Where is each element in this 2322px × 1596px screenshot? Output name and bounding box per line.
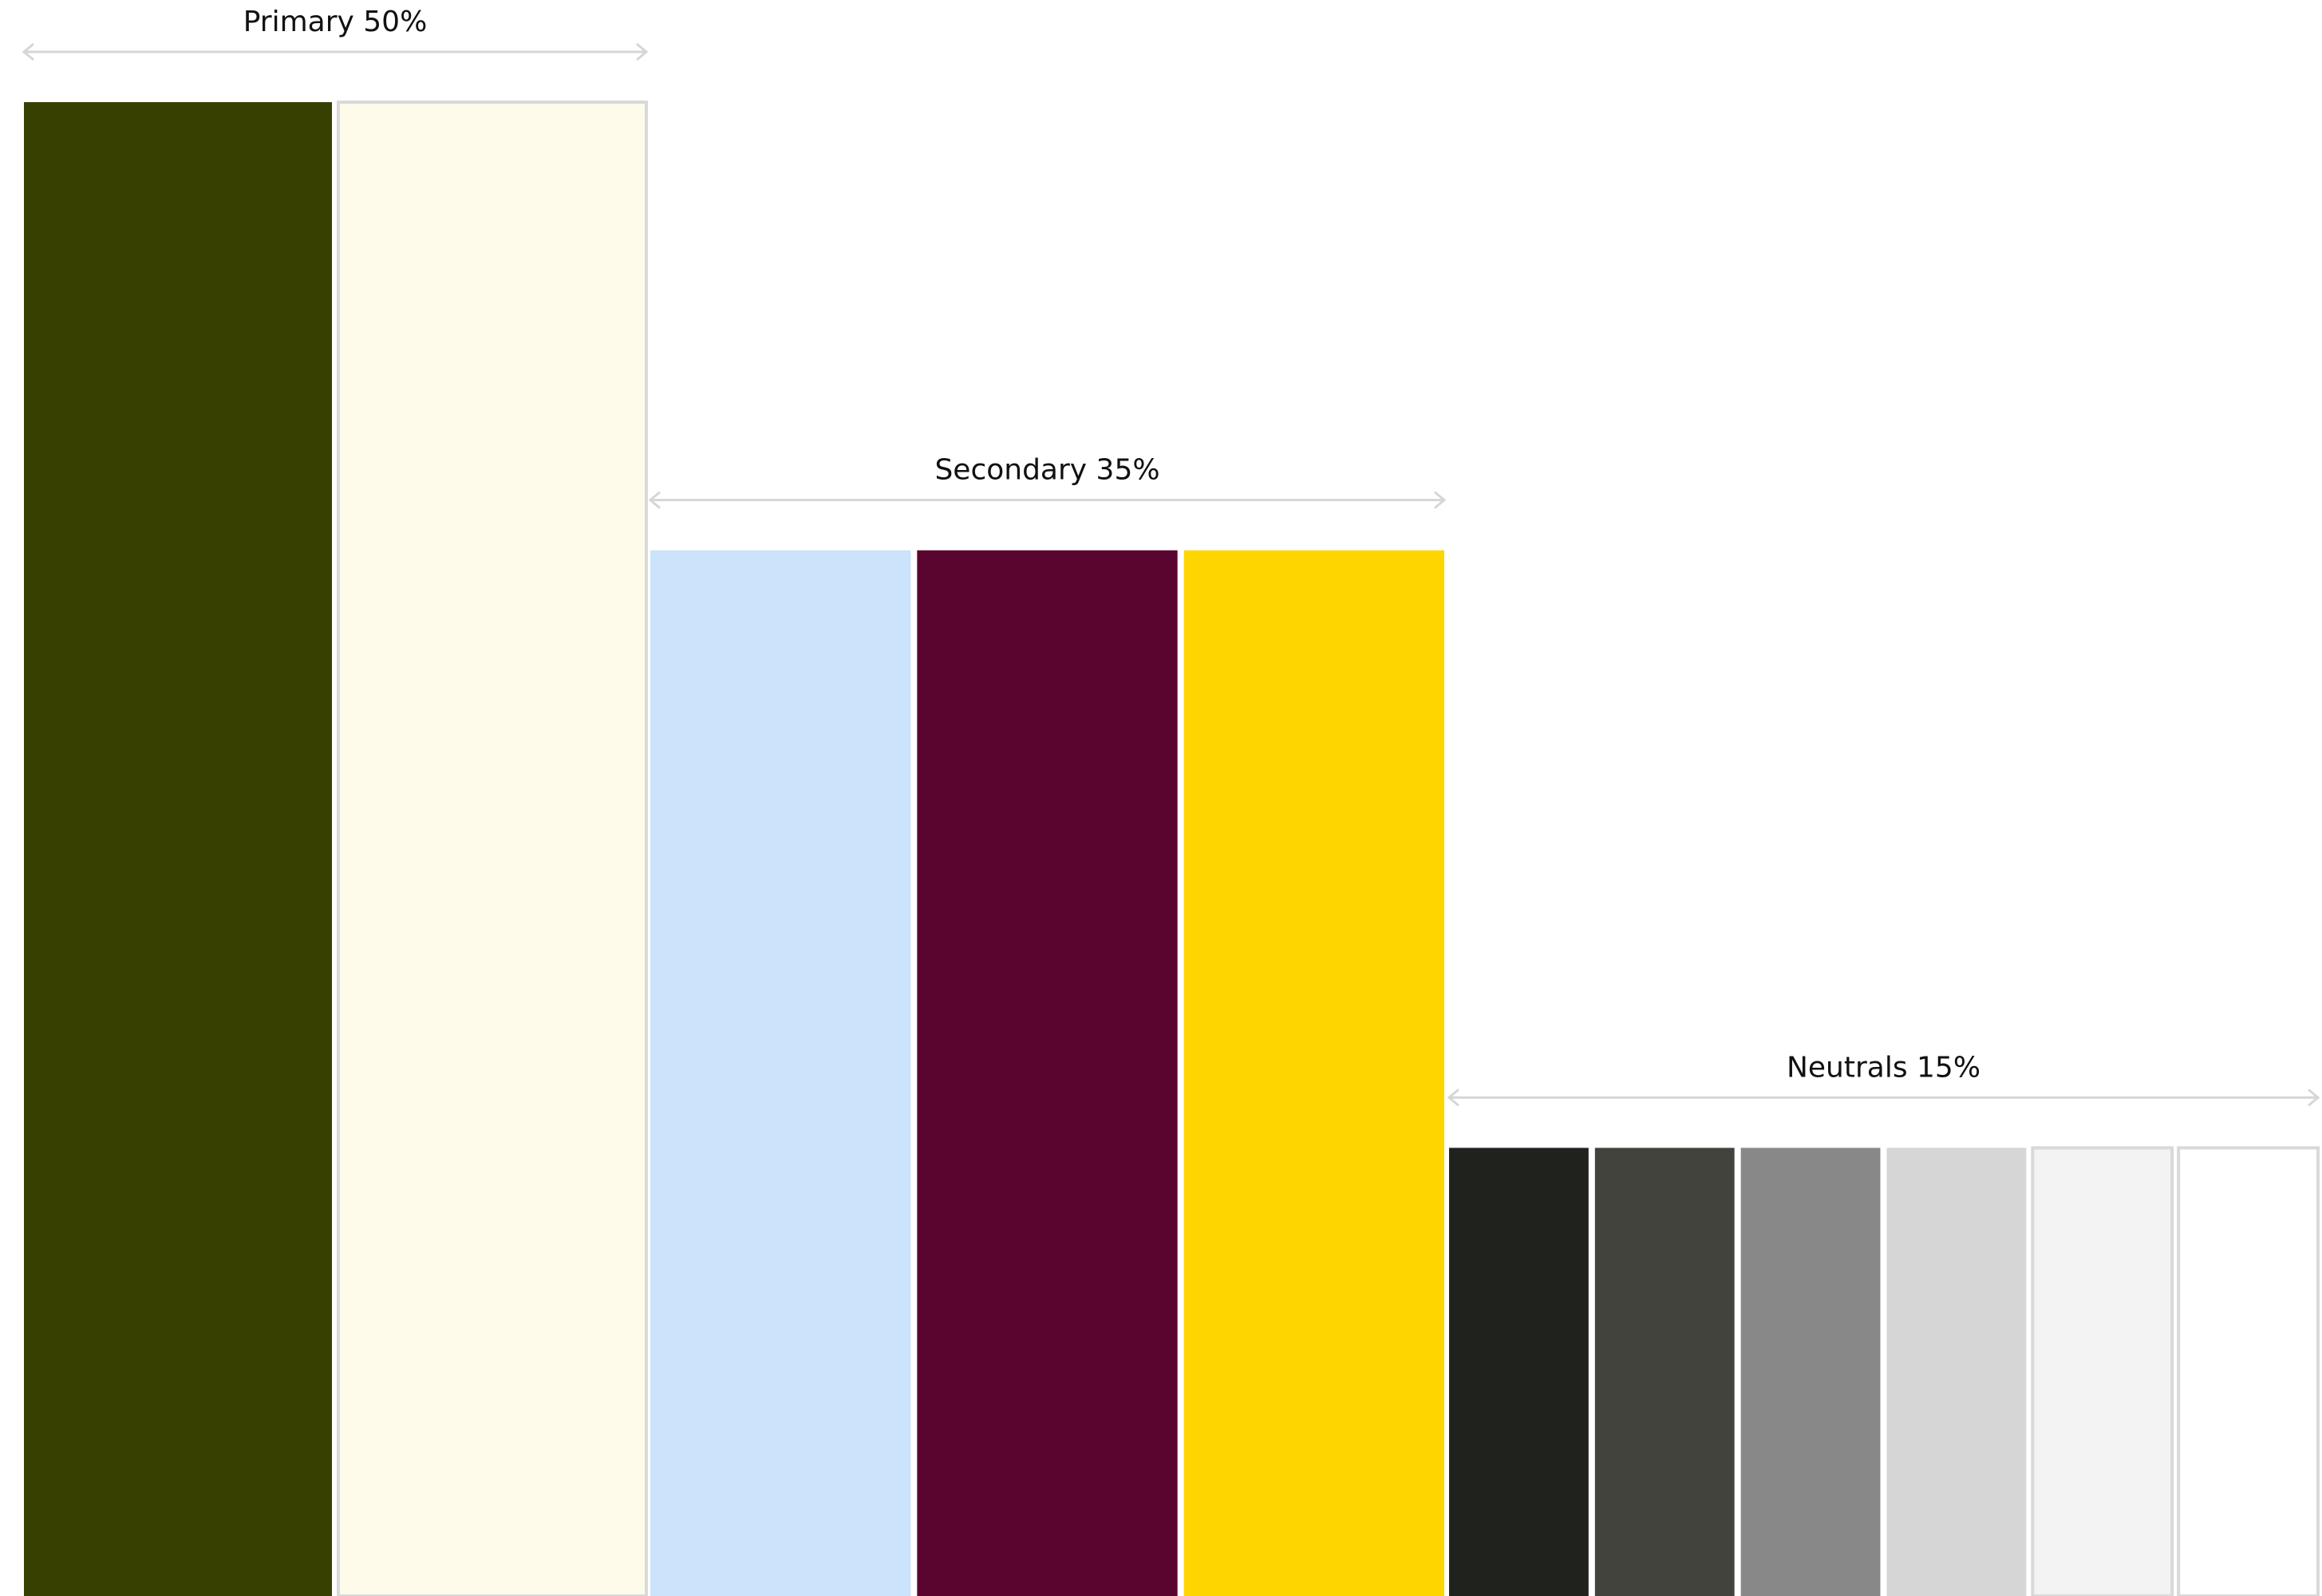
color-swatch-bar [2177,1146,2320,1596]
color-swatch-bar [24,102,332,1596]
bracket-right-arrow-icon [1434,491,1447,509]
chart-marks: Primary 50% Secondary 35% Neutrals 15% [22,6,2320,1596]
color-swatch-bar [917,550,1178,1596]
bracket-left-arrow-icon [1447,1088,1459,1107]
group-label: Neutrals 15% [1787,1051,1980,1084]
group-label: Secondary 35% [934,454,1159,487]
color-swatch-bar [1183,550,1444,1596]
color-swatch-bar [1449,1148,1589,1596]
color-swatch-bar [650,550,911,1596]
color-swatch-bar [2031,1146,2174,1596]
bracket-right-arrow-icon [636,42,649,61]
color-swatch-bar [1740,1148,1881,1596]
color-swatch-bar [1594,1148,1735,1596]
color-swatch-bar [1886,1148,2027,1596]
color-swatch-bar [337,101,648,1596]
group-label: Primary 50% [243,6,428,38]
bracket-left-arrow-icon [648,491,661,509]
bracket-right-arrow-icon [2308,1088,2320,1107]
bracket-left-arrow-icon [22,42,34,61]
